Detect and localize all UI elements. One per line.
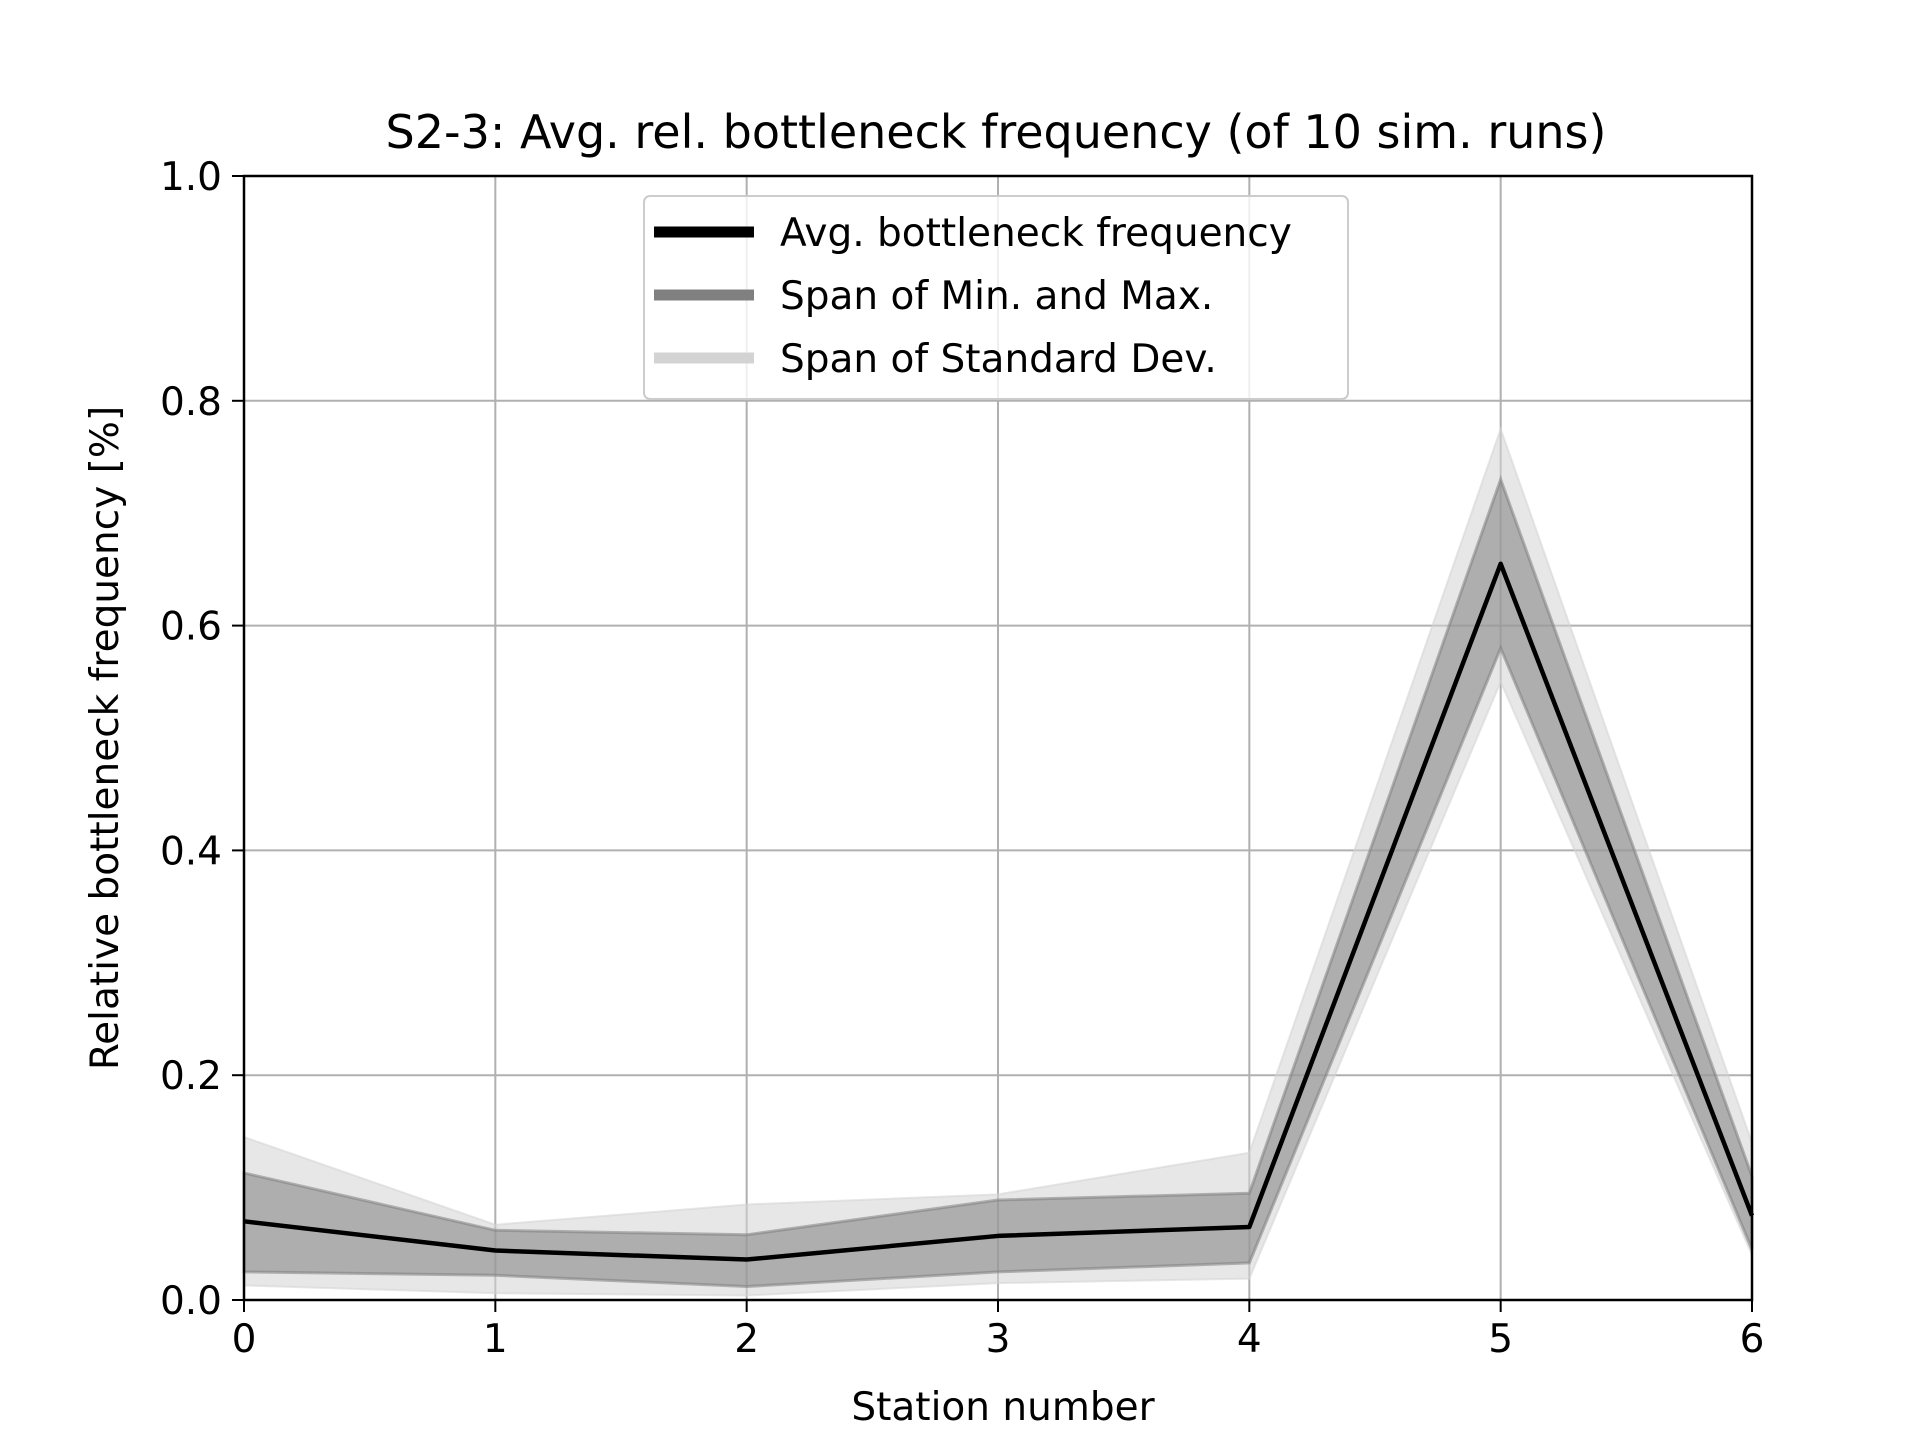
x-tick-label: 5 [1488, 1317, 1513, 1362]
x-tick-label: 2 [734, 1317, 759, 1362]
y-tick-label: 0.4 [160, 829, 222, 874]
x-axis-label: Station number [851, 1385, 1155, 1430]
legend-label: Avg. bottleneck frequency [780, 211, 1292, 256]
legend-label: Span of Min. and Max. [780, 274, 1213, 319]
legend-label: Span of Standard Dev. [780, 337, 1217, 382]
y-tick-label: 0.8 [160, 380, 222, 425]
chart-title: S2-3: Avg. rel. bottleneck frequency (of… [386, 105, 1607, 159]
legend: Avg. bottleneck frequency Span of Min. an… [643, 195, 1349, 400]
ticks: 0 1 2 3 4 5 6 0.0 0.2 0.4 0.6 0.8 1.0 [160, 155, 1764, 1362]
y-tick-label: 0.6 [160, 605, 222, 650]
x-tick-label: 0 [232, 1317, 257, 1362]
x-tick-label: 1 [483, 1317, 508, 1362]
y-tick-label: 1.0 [160, 155, 222, 200]
y-tick-label: 0.2 [160, 1054, 222, 1099]
x-tick-label: 3 [986, 1317, 1011, 1362]
y-axis-label: Relative bottleneck frequency [%] [83, 406, 128, 1070]
legend-box [643, 195, 1349, 400]
x-tick-label: 4 [1237, 1317, 1262, 1362]
y-tick-label: 0.0 [160, 1279, 222, 1324]
x-tick-label: 6 [1740, 1317, 1765, 1362]
